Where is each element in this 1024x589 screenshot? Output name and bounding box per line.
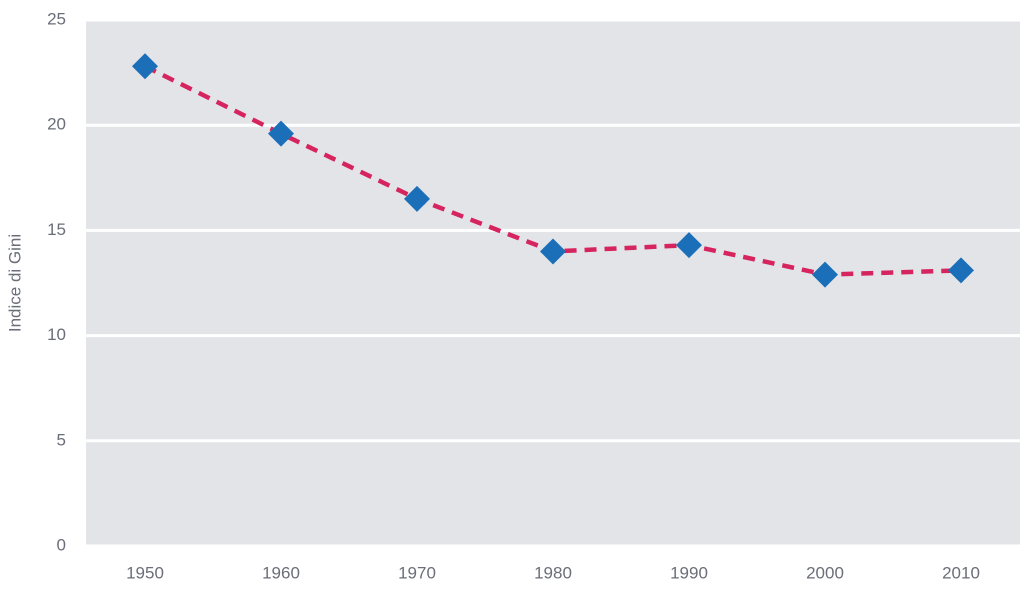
y-axis-label: Indice di Gini <box>5 234 24 332</box>
data-marker <box>268 120 294 147</box>
y-tick-label: 20 <box>47 115 66 134</box>
y-tick-label: 25 <box>47 9 66 28</box>
x-tick-label: 2010 <box>942 563 980 582</box>
x-tick-label: 1990 <box>670 563 708 582</box>
x-tick-label: 1970 <box>398 563 436 582</box>
data-marker <box>676 232 702 259</box>
x-tick-label: 2000 <box>806 563 844 582</box>
y-tick-label: 5 <box>57 430 66 449</box>
x-tick-label: 1980 <box>534 563 572 582</box>
y-tick-label: 0 <box>57 535 66 554</box>
y-tick-label: 15 <box>47 220 66 239</box>
x-tick-label: 1950 <box>126 563 164 582</box>
plot-area <box>86 20 1020 546</box>
data-marker <box>132 53 158 80</box>
data-marker <box>812 261 838 288</box>
data-marker <box>404 185 430 212</box>
data-marker <box>540 238 566 265</box>
y-tick-label: 10 <box>47 325 66 344</box>
x-tick-label: 1960 <box>262 563 300 582</box>
data-marker <box>948 257 974 284</box>
